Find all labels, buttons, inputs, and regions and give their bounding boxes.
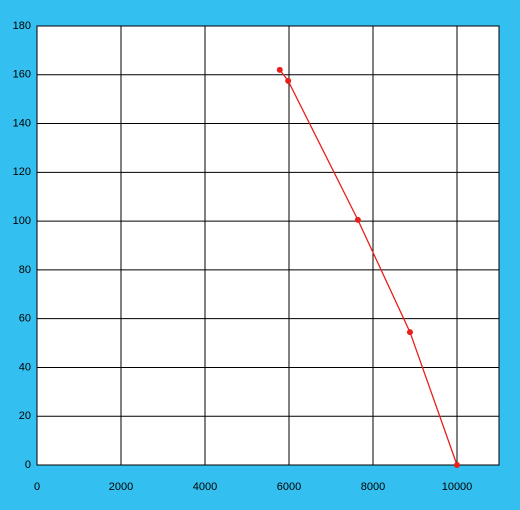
y-tick-label: 40 <box>19 361 31 373</box>
data-point <box>454 462 460 468</box>
data-point <box>276 66 283 73</box>
y-tick-label: 120 <box>13 166 31 178</box>
y-tick-label: 0 <box>25 459 31 471</box>
y-tick-label: 20 <box>19 410 31 422</box>
y-tick-label: 60 <box>19 313 31 325</box>
x-tick-label: 6000 <box>277 481 301 493</box>
x-tick-label: 8000 <box>361 481 385 493</box>
x-tick-label: 2000 <box>109 481 133 493</box>
data-point <box>285 77 292 84</box>
x-tick-label: 10000 <box>442 481 473 493</box>
data-point <box>406 329 413 336</box>
plot-area <box>37 26 499 465</box>
y-tick-label: 100 <box>13 215 31 227</box>
y-tick-label: 180 <box>13 20 31 32</box>
x-tick-label: 0 <box>34 481 40 493</box>
y-tick-label: 160 <box>13 69 31 81</box>
y-tick-label: 140 <box>13 117 31 129</box>
plot-frame <box>36 25 500 466</box>
data-point <box>354 216 361 223</box>
x-tick-label: 4000 <box>193 481 217 493</box>
y-tick-label: 80 <box>19 264 31 276</box>
